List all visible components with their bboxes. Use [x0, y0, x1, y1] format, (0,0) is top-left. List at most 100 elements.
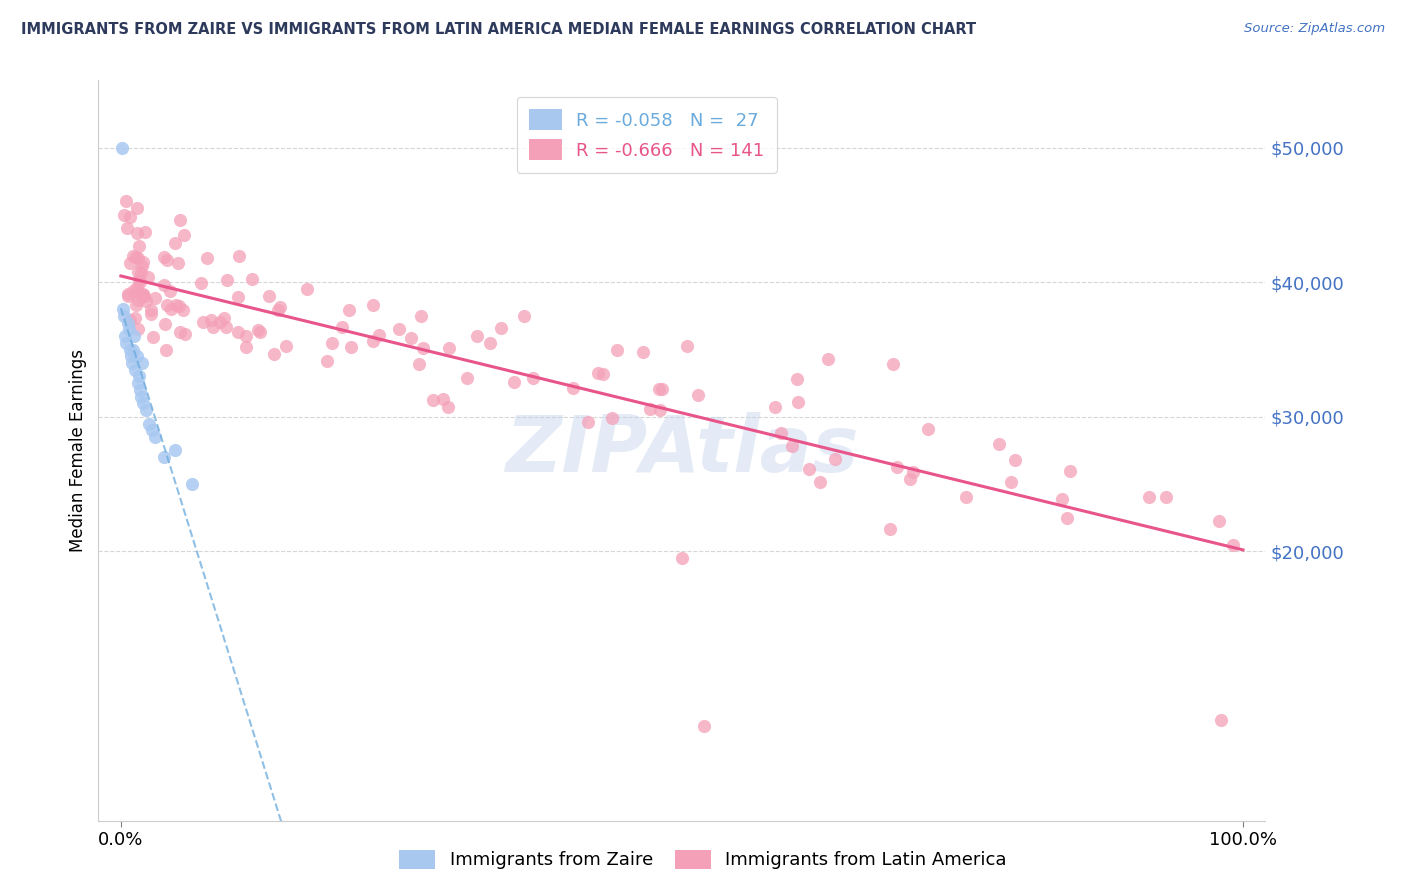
Point — [136, 269, 159, 284]
Point — [125, 349, 148, 363]
Point — [226, 289, 249, 303]
Point — [437, 341, 460, 355]
Point — [267, 302, 290, 317]
Point — [132, 288, 155, 302]
Point — [159, 284, 181, 298]
Y-axis label: Median Female Earnings: Median Female Earnings — [69, 349, 87, 552]
Point — [167, 299, 190, 313]
Point — [159, 302, 181, 317]
Point — [118, 343, 141, 357]
Point — [173, 228, 195, 243]
Point — [125, 280, 148, 294]
Point — [195, 252, 218, 266]
Point — [117, 289, 139, 303]
Point — [576, 415, 599, 429]
Legend: R = -0.058   N =  27, R = -0.666   N = 141: R = -0.058 N = 27, R = -0.666 N = 141 — [517, 96, 778, 173]
Point — [503, 375, 526, 389]
Point — [128, 275, 150, 289]
Point — [257, 289, 280, 303]
Text: ZIPAtlas: ZIPAtlas — [505, 412, 859, 489]
Point — [263, 347, 285, 361]
Point — [412, 342, 434, 356]
Point — [269, 301, 291, 315]
Point — [153, 277, 176, 292]
Point — [763, 400, 786, 414]
Point — [138, 417, 160, 431]
Point — [330, 320, 353, 334]
Point — [122, 343, 145, 357]
Point — [799, 461, 821, 475]
Point — [118, 322, 141, 336]
Point — [600, 410, 623, 425]
Point — [437, 400, 460, 414]
Point — [675, 339, 697, 353]
Point — [131, 289, 153, 303]
Point — [228, 249, 250, 263]
Point — [125, 285, 148, 299]
Point — [139, 303, 162, 318]
Point — [200, 313, 222, 327]
Point — [1154, 490, 1177, 504]
Point — [163, 443, 186, 458]
Point — [340, 340, 363, 354]
Point — [127, 376, 149, 391]
Point — [122, 285, 145, 299]
Point — [215, 320, 238, 334]
Point — [246, 323, 269, 337]
Point — [955, 490, 977, 504]
Point — [1050, 491, 1073, 506]
Point — [128, 238, 150, 252]
Point — [135, 403, 157, 417]
Point — [786, 395, 808, 409]
Point — [808, 475, 831, 489]
Point — [1056, 511, 1078, 525]
Point — [128, 293, 150, 308]
Text: IMMIGRANTS FROM ZAIRE VS IMMIGRANTS FROM LATIN AMERICA MEDIAN FEMALE EARNINGS CO: IMMIGRANTS FROM ZAIRE VS IMMIGRANTS FROM… — [21, 22, 976, 37]
Point — [235, 340, 257, 354]
Point — [886, 460, 908, 475]
Point — [432, 392, 454, 406]
Point — [651, 383, 673, 397]
Point — [337, 303, 360, 318]
Point — [824, 452, 846, 467]
Point — [422, 392, 444, 407]
Point — [124, 329, 146, 343]
Point — [131, 287, 153, 301]
Point — [120, 349, 142, 363]
Point — [212, 310, 235, 325]
Point — [120, 313, 142, 327]
Point — [152, 450, 174, 465]
Point — [156, 253, 179, 268]
Point — [388, 321, 411, 335]
Point — [124, 250, 146, 264]
Point — [172, 302, 194, 317]
Point — [124, 362, 146, 376]
Point — [562, 381, 585, 395]
Point — [128, 369, 150, 384]
Point — [817, 352, 839, 367]
Point — [125, 297, 148, 311]
Point — [135, 294, 157, 309]
Point — [142, 330, 165, 344]
Point — [117, 221, 139, 235]
Point — [456, 371, 478, 385]
Point — [786, 372, 808, 386]
Point — [522, 371, 544, 385]
Point — [127, 265, 149, 279]
Point — [901, 465, 924, 479]
Point — [648, 382, 671, 396]
Point — [131, 356, 153, 370]
Point — [671, 551, 693, 566]
Point — [361, 298, 384, 312]
Point — [648, 402, 671, 417]
Point — [174, 327, 197, 342]
Point — [124, 310, 146, 325]
Point — [882, 357, 904, 371]
Point — [111, 140, 134, 154]
Point — [165, 235, 187, 250]
Point — [117, 316, 139, 330]
Point — [120, 211, 142, 225]
Point — [169, 213, 191, 227]
Point — [115, 335, 138, 350]
Point — [141, 423, 163, 437]
